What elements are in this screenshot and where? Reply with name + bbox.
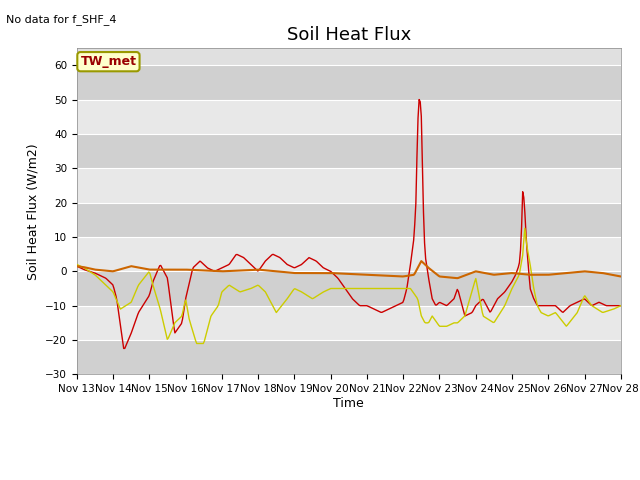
- Y-axis label: Soil Heat Flux (W/m2): Soil Heat Flux (W/m2): [27, 143, 40, 279]
- Bar: [77, 134, 621, 168]
- Bar: [77, 168, 621, 203]
- Bar: [77, 340, 621, 374]
- Bar: [77, 237, 621, 271]
- Title: Soil Heat Flux: Soil Heat Flux: [287, 25, 411, 44]
- Bar: [77, 99, 621, 134]
- Bar: [77, 65, 621, 99]
- Text: No data for f_SHF_4: No data for f_SHF_4: [6, 14, 117, 25]
- Bar: [77, 271, 621, 306]
- Bar: [77, 306, 621, 340]
- X-axis label: Time: Time: [333, 397, 364, 410]
- Text: TW_met: TW_met: [81, 55, 136, 68]
- Bar: [77, 203, 621, 237]
